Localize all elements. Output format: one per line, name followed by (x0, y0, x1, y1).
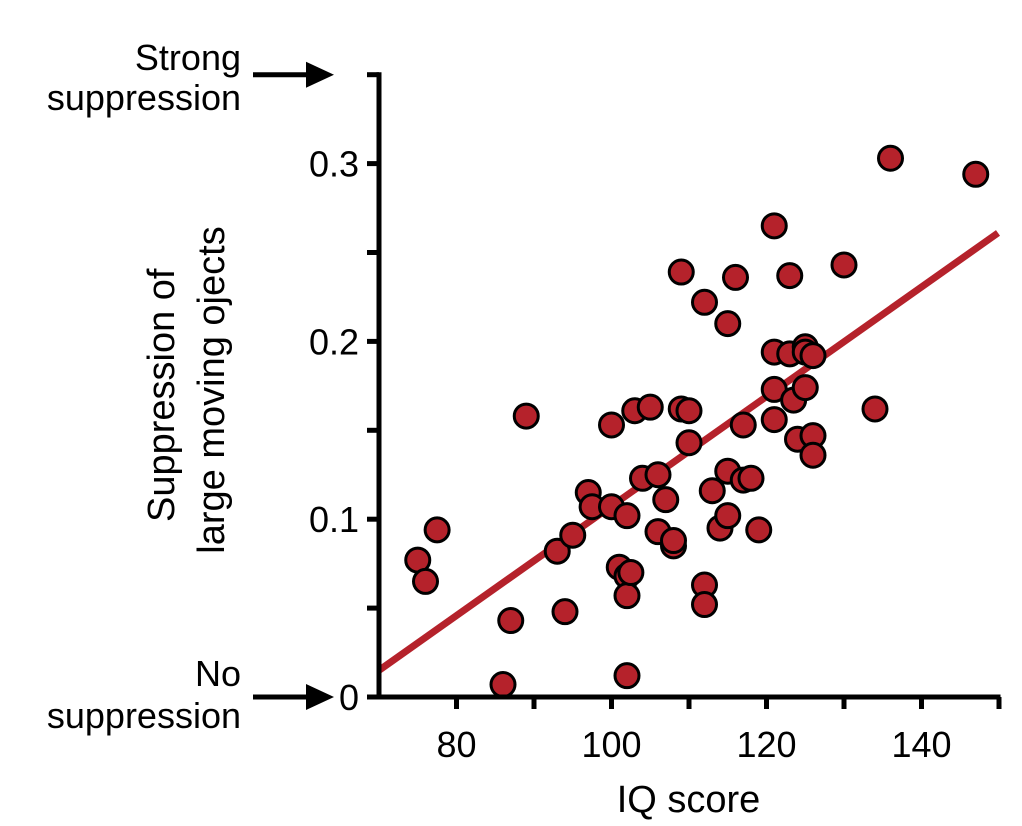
data-point (551, 598, 579, 626)
data-point (613, 582, 641, 610)
y-axis-title-line-2: large moving ojects (191, 226, 233, 553)
data-point (745, 516, 773, 544)
data-point (714, 310, 742, 338)
data-point (644, 461, 672, 489)
data-point (512, 402, 540, 430)
data-point (691, 288, 718, 316)
x-axis-ticks: 80 100 120 140 (436, 697, 1002, 765)
data-point (722, 263, 749, 291)
data-point (799, 441, 827, 469)
data-point (714, 502, 742, 530)
x-tick-label: 100 (581, 724, 641, 765)
data-point (776, 262, 804, 290)
data-point (423, 516, 451, 544)
data-point (962, 160, 990, 188)
data-point (667, 258, 695, 286)
data-point (791, 374, 819, 402)
data-point (729, 411, 757, 439)
y-axis-ticks: 0 0.1 0.2 0.3 (309, 72, 379, 718)
data-point (675, 429, 703, 457)
x-tick-label: 140 (891, 724, 951, 765)
data-points (404, 144, 990, 699)
data-point (412, 567, 439, 595)
annotation-none-line-1: No (195, 653, 241, 694)
x-tick-label: 80 (436, 724, 476, 765)
data-point (543, 537, 571, 565)
y-tick-label: 0.2 (309, 321, 359, 362)
x-tick-label: 120 (736, 724, 796, 765)
x-axis-title: IQ score (617, 779, 761, 821)
data-point (691, 591, 718, 619)
y-tick-label: 0.3 (309, 144, 359, 185)
data-point (613, 502, 641, 530)
data-point (675, 397, 703, 425)
data-point (652, 486, 680, 514)
y-axis-title: Suppression of large moving ojects (141, 226, 233, 553)
annotation-none-line-2: suppression (47, 695, 241, 736)
data-point (877, 144, 904, 172)
data-point (698, 477, 726, 505)
annotation-strong-suppression: Strong suppression (47, 37, 334, 118)
y-axis-title-line-1: Suppression of (141, 268, 183, 522)
data-point (799, 342, 827, 370)
data-point (598, 411, 625, 439)
data-point (497, 607, 525, 635)
data-point (830, 251, 858, 279)
data-point (559, 521, 587, 549)
arrow-right-icon (306, 684, 334, 710)
data-point (613, 662, 641, 690)
annotation-strong-line-2: suppression (47, 77, 241, 118)
data-point (617, 559, 645, 587)
data-point (489, 671, 517, 699)
data-point (760, 406, 788, 434)
annotation-no-suppression: No suppression (47, 653, 334, 736)
arrow-right-icon (306, 61, 334, 88)
data-point (636, 393, 664, 421)
data-point (737, 464, 765, 492)
data-point (660, 527, 687, 555)
y-tick-label: 0.1 (309, 499, 359, 540)
data-point (760, 212, 788, 240)
data-point (861, 395, 889, 423)
annotation-strong-line-1: Strong (135, 37, 241, 78)
y-tick-label: 0 (339, 677, 359, 718)
